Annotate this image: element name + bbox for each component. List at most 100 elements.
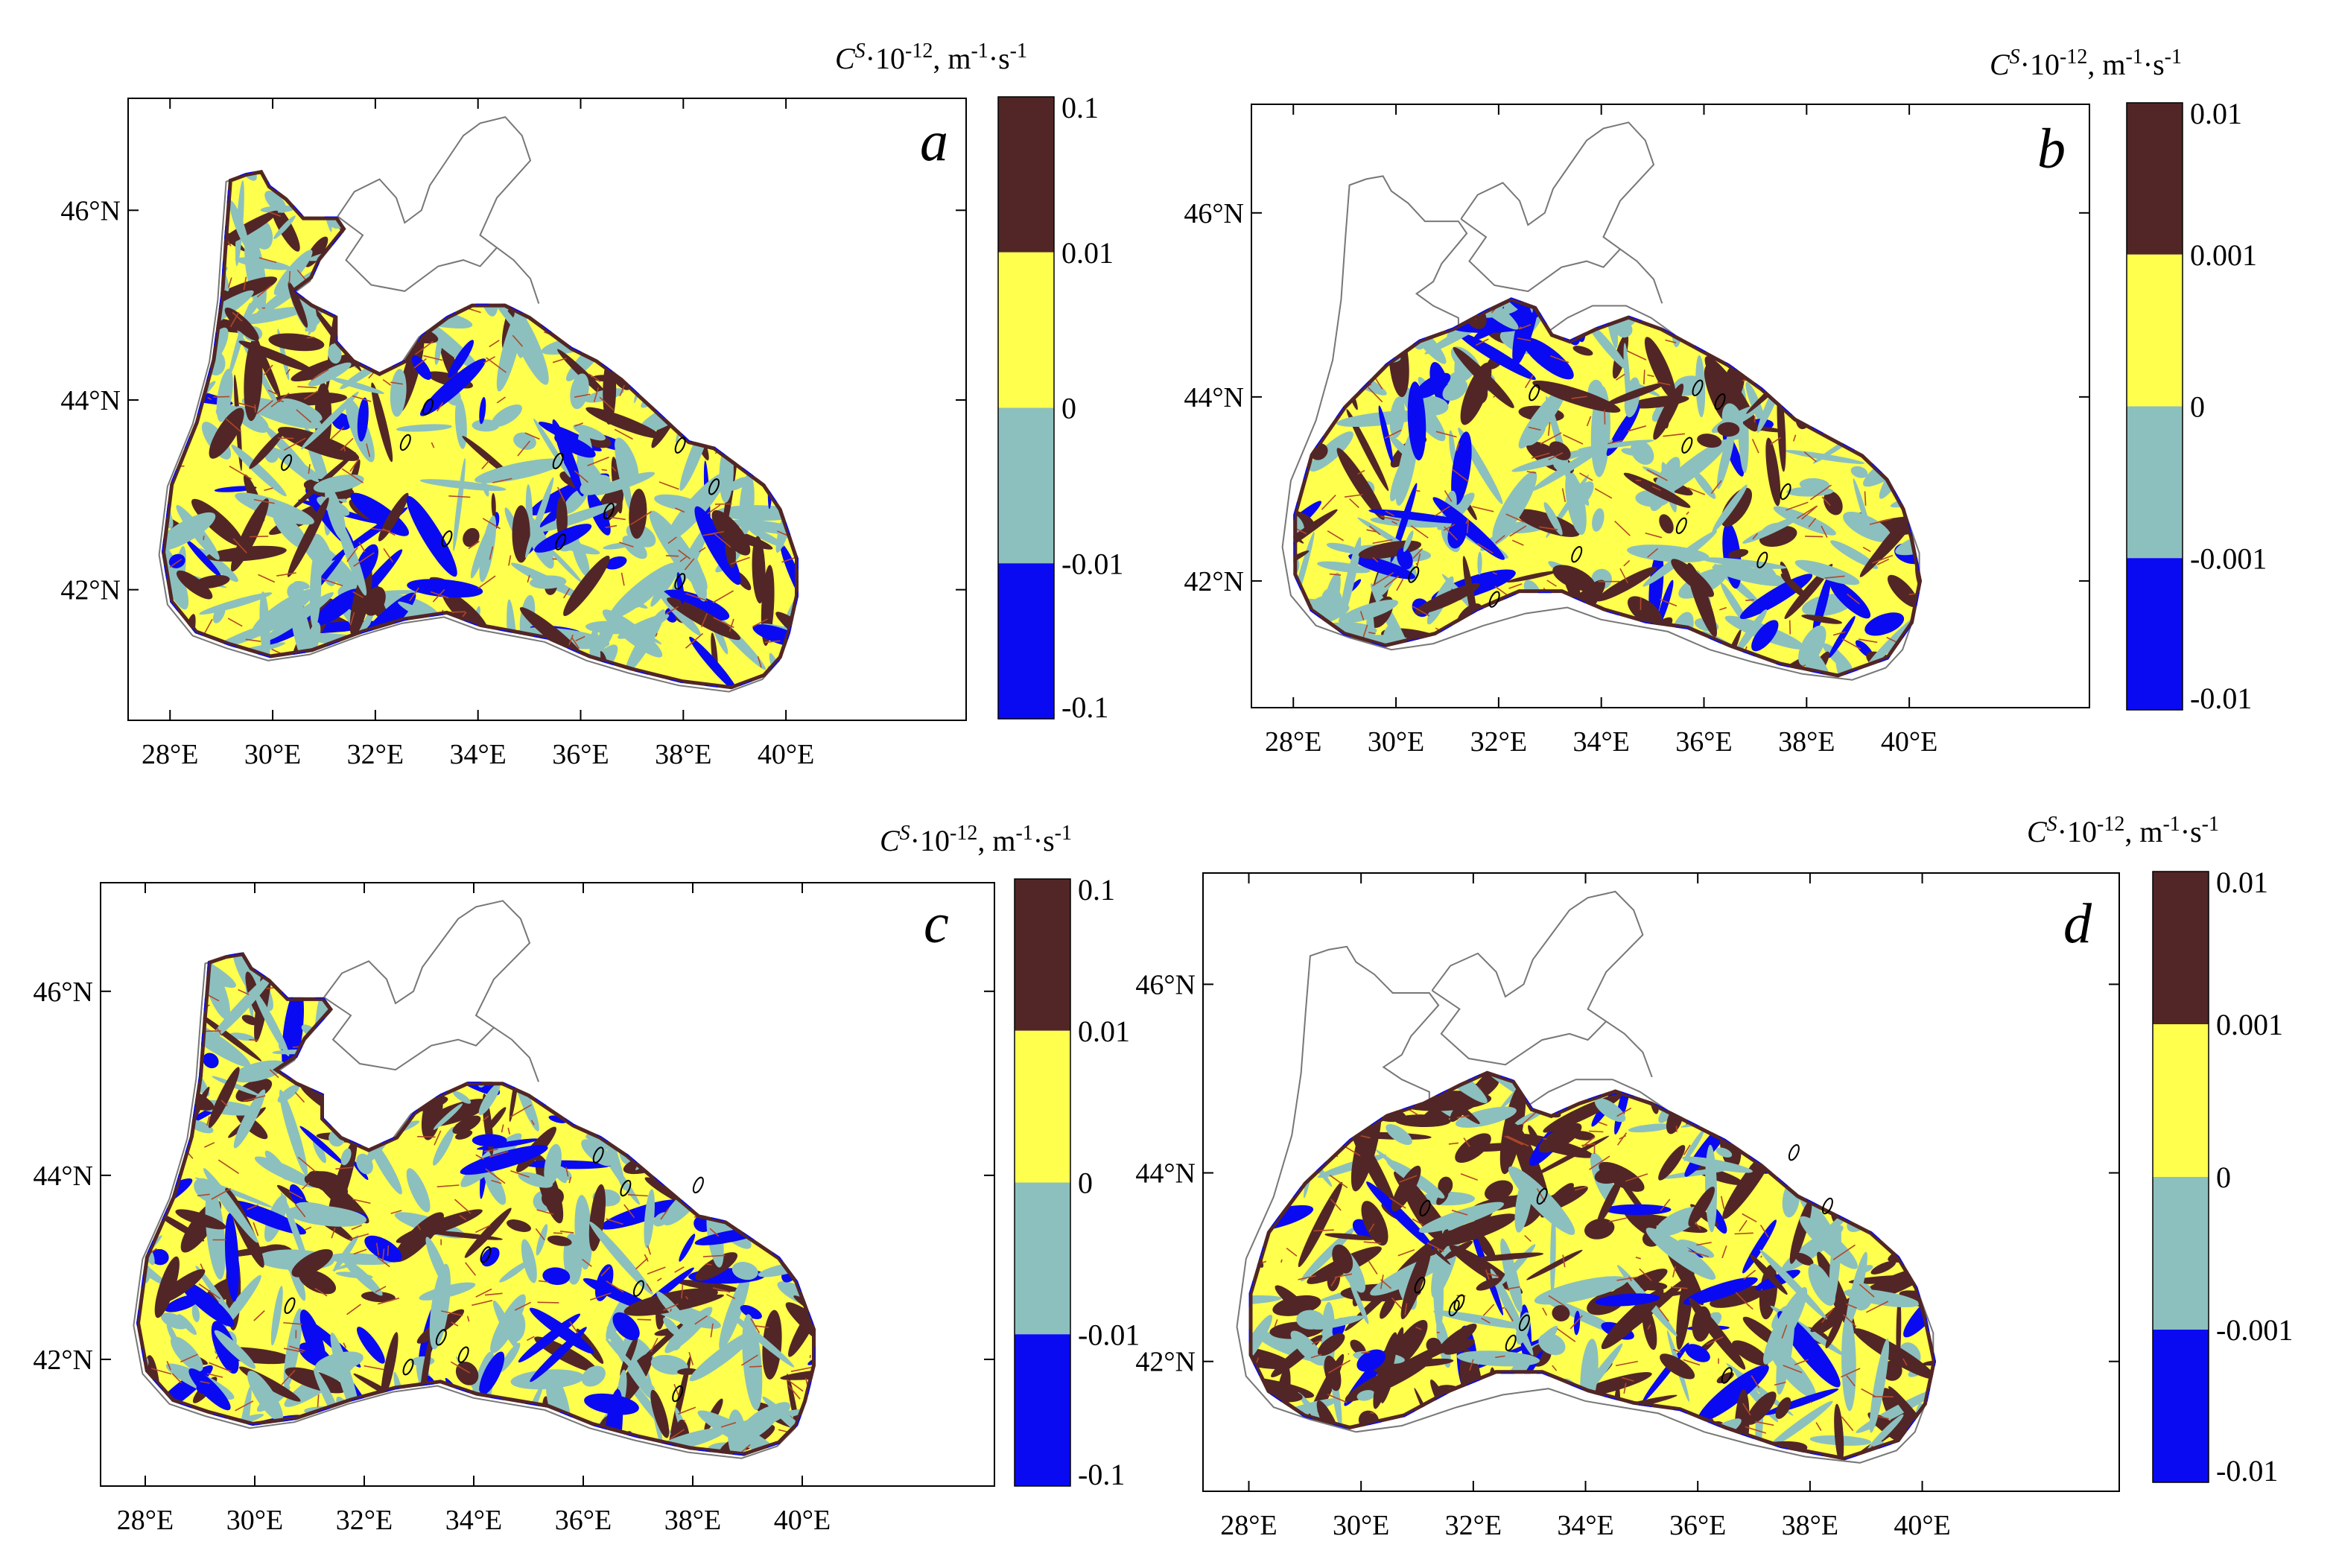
colorbar-segment — [998, 253, 1054, 408]
colorbar-segment — [2153, 1024, 2209, 1177]
colorbar-tick-label: 0.01 — [1061, 236, 1114, 270]
lat-tick-label: 44°N — [1184, 382, 1244, 413]
lon-tick-label: 34°E — [1572, 726, 1629, 758]
colorbar-tick-label: -0.1 — [1061, 691, 1108, 724]
lon-tick-label: 32°E — [336, 1505, 393, 1536]
lon-tick-label: 36°E — [555, 1505, 612, 1536]
contour-streak — [255, 404, 256, 413]
contour-streak — [1361, 1352, 1370, 1353]
colorbar-segment — [1015, 1031, 1070, 1183]
lat-tick-label: 44°N — [60, 385, 121, 416]
lat-tick-label: 42°N — [1135, 1347, 1196, 1378]
colorbar-tick-label: -0.01 — [2216, 1454, 2278, 1488]
colorbar-segment — [998, 97, 1054, 253]
lon-tick-label: 38°E — [1782, 1510, 1838, 1541]
lat-tick-label: 46°N — [1135, 969, 1196, 1000]
contour-streak — [553, 1233, 562, 1234]
colorbar-segment — [1015, 1183, 1070, 1335]
contour-streak — [1677, 1126, 1678, 1131]
field-patch — [472, 1134, 507, 1147]
colorbar-tick-label: 0.01 — [1078, 1015, 1130, 1048]
contour-streak — [538, 1302, 559, 1303]
lon-tick-label: 30°E — [1333, 1510, 1389, 1541]
contour-streak — [1790, 620, 1791, 635]
lon-tick-label: 28°E — [117, 1505, 174, 1536]
colorbar-segment — [2127, 407, 2183, 559]
contour-streak — [1371, 1413, 1374, 1414]
panel-letter-c: c — [924, 892, 949, 955]
lon-tick-label: 38°E — [1778, 726, 1835, 758]
lon-tick-label: 28°E — [1220, 1510, 1277, 1541]
contour-streak — [203, 536, 204, 540]
colorbar-tick-label: -0.001 — [2190, 542, 2267, 575]
colorbar-segment — [998, 563, 1054, 719]
lon-tick-label: 28°E — [1265, 726, 1321, 758]
colorbar-segment — [2127, 255, 2183, 407]
panel-letter-d: d — [2063, 892, 2092, 955]
lon-tick-label: 34°E — [449, 739, 506, 770]
colorbar-tick-label: 0.001 — [2190, 238, 2257, 272]
lon-tick-label: 36°E — [1669, 1510, 1726, 1541]
lon-tick-label: 30°E — [1368, 726, 1424, 758]
colorbar-segment — [2153, 872, 2209, 1024]
lon-tick-label: 28°E — [142, 739, 198, 770]
lon-tick-label: 30°E — [226, 1505, 283, 1536]
lat-tick-label: 42°N — [60, 575, 121, 606]
colorbar-tick-label: 0.01 — [2216, 866, 2268, 899]
lon-tick-label: 32°E — [1445, 1510, 1502, 1541]
colorbar-tick-label: 0.1 — [1078, 873, 1115, 907]
contour-streak — [1644, 369, 1645, 384]
contour-streak — [1805, 536, 1823, 537]
panel-letter-a: a — [920, 110, 948, 173]
lon-tick-label: 32°E — [1470, 726, 1527, 758]
contour-streak — [749, 1366, 762, 1367]
contour-streak — [1810, 1402, 1812, 1403]
lat-tick-label: 46°N — [33, 977, 93, 1008]
colorbar-segment — [1015, 1334, 1070, 1486]
colorbar-segment — [2127, 558, 2183, 710]
contour-streak — [1865, 492, 1866, 506]
lon-tick-label: 34°E — [1557, 1510, 1613, 1541]
lat-tick-label: 42°N — [1184, 566, 1244, 597]
lon-tick-label: 40°E — [758, 739, 814, 770]
contour-streak — [250, 536, 268, 537]
colorbar-tick-label: -0.1 — [1078, 1458, 1125, 1491]
colorbar-tick-label: -0.01 — [1061, 547, 1123, 580]
contour-streak — [1494, 396, 1495, 397]
colorbar-title: CS·10-12, m-1·s-1 — [1990, 45, 2182, 82]
colorbar-tick-label: 0 — [2216, 1161, 2231, 1194]
lon-tick-label: 32°E — [347, 739, 404, 770]
contour-streak — [1589, 1131, 1603, 1132]
lon-tick-label: 36°E — [552, 739, 609, 770]
colorbar-title: CS·10-12, m-1·s-1 — [835, 39, 1027, 76]
contour-streak — [670, 1309, 671, 1312]
colorbar-tick-label: 0 — [1078, 1167, 1093, 1200]
contour-streak — [307, 337, 314, 338]
contour-streak — [214, 396, 230, 397]
contour-streak — [1348, 1353, 1349, 1354]
lat-tick-label: 46°N — [60, 195, 121, 226]
colorbar-title: CS·10-12, m-1·s-1 — [880, 822, 1072, 858]
lon-tick-label: 40°E — [774, 1505, 831, 1536]
contour-streak — [249, 1040, 258, 1041]
colorbar-segment — [998, 408, 1054, 564]
contour-streak — [278, 438, 294, 439]
contour-streak — [1479, 1088, 1480, 1089]
lon-tick-label: 30°E — [244, 739, 301, 770]
lat-tick-label: 44°N — [33, 1161, 93, 1192]
lon-tick-label: 34°E — [445, 1505, 502, 1536]
colorbar-tick-label: 0.01 — [2190, 97, 2242, 130]
lat-tick-label: 44°N — [1135, 1158, 1196, 1190]
colorbar-tick-label: 0.001 — [2216, 1008, 2283, 1041]
colorbar-tick-label: -0.01 — [2190, 682, 2252, 715]
colorbar-tick-label: 0 — [2190, 390, 2205, 424]
lat-tick-label: 46°N — [1184, 198, 1244, 229]
